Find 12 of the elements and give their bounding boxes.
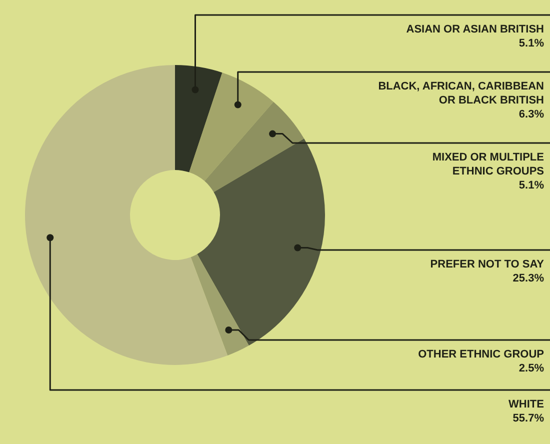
slice-label: MIXED OR MULTIPLE ETHNIC GROUPS: [432, 152, 544, 178]
data-label: 5.1%: [518, 180, 544, 192]
data-label: 5.1%: [518, 38, 544, 50]
slice-label: OTHER ETHNIC GROUP: [418, 348, 544, 361]
slice-label: WHITE: [508, 398, 544, 411]
slice-label: BLACK, AFRICAN, CARIBBEAN OR BLACK BRITISH: [378, 80, 544, 107]
slice-label: ASIAN OR ASIAN BRITISH: [406, 24, 544, 36]
data-label: 55.7%: [512, 412, 544, 425]
data-label: 2.5%: [518, 362, 544, 375]
data-label: 6.3%: [518, 108, 544, 121]
slice-label: PREFER NOT TO SAY: [430, 258, 545, 271]
data-label: 25.3%: [512, 272, 544, 285]
